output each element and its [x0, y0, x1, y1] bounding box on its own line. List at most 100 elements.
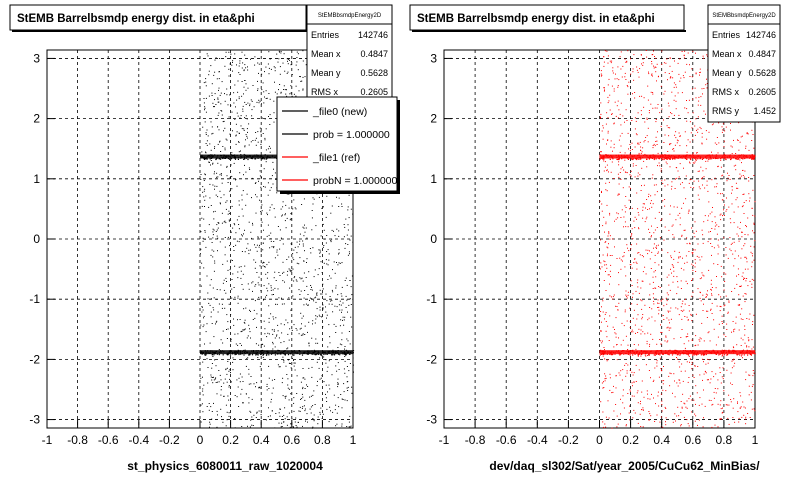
data-point [264, 118, 266, 120]
data-point [244, 349, 246, 351]
data-point [251, 177, 253, 179]
data-point [717, 426, 719, 428]
data-point [651, 63, 653, 65]
x-tick-label: -0.6 [98, 433, 119, 447]
data-point [339, 262, 341, 264]
data-point [248, 397, 250, 399]
data-point [638, 252, 640, 253]
data-point [606, 336, 608, 338]
data-point [352, 352, 354, 354]
data-point [668, 311, 669, 313]
data-point [208, 403, 210, 404]
data-point [332, 311, 334, 313]
data-point [266, 354, 268, 356]
data-point [277, 330, 279, 332]
data-point [246, 358, 248, 360]
data-point [208, 95, 210, 97]
data-point [707, 160, 709, 162]
data-point [681, 51, 683, 52]
data-point [299, 353, 301, 355]
data-point [202, 411, 204, 413]
data-point [348, 426, 350, 428]
data-point [706, 184, 708, 186]
data-point [220, 389, 222, 391]
data-point [205, 195, 207, 197]
data-point [657, 395, 659, 397]
data-point [272, 289, 274, 291]
data-point [698, 339, 700, 341]
data-point [238, 204, 240, 206]
data-point [606, 267, 608, 269]
data-point [681, 407, 683, 409]
data-point [702, 234, 704, 236]
data-point [686, 158, 688, 160]
data-point [604, 161, 606, 163]
data-point [287, 354, 290, 356]
data-point [601, 342, 603, 344]
data-point [656, 343, 658, 345]
data-point [679, 80, 681, 82]
data-point [620, 413, 621, 415]
data-point [341, 295, 343, 297]
data-point [691, 68, 693, 70]
data-point [680, 337, 682, 338]
data-point [202, 376, 203, 378]
data-point [629, 419, 630, 421]
data-point [660, 219, 662, 221]
data-point [641, 114, 642, 116]
data-point [649, 419, 650, 421]
data-point [666, 317, 668, 319]
data-point [319, 289, 321, 291]
data-point [706, 296, 707, 298]
data-point [231, 152, 233, 154]
data-point [706, 83, 708, 84]
data-point [642, 62, 644, 64]
data-point [741, 308, 743, 310]
data-point [202, 237, 204, 239]
data-point [289, 328, 291, 330]
data-point [617, 173, 619, 175]
data-point [657, 302, 658, 304]
axes: -1 -0.8 -0.6 -0.4 -0.2 0 0.2 0.4 0.6 0.8 1-3-2-101… [426, 51, 760, 473]
data-point [330, 410, 331, 412]
data-point [209, 161, 210, 163]
data-point [238, 65, 240, 67]
data-point [270, 187, 272, 189]
data-point [275, 413, 277, 414]
data-point [319, 315, 321, 317]
data-point [609, 235, 611, 237]
data-point [666, 125, 668, 127]
data-point [272, 343, 274, 345]
data-point [715, 186, 717, 188]
data-point [628, 81, 630, 83]
data-point [626, 60, 628, 62]
data-point [302, 76, 304, 78]
data-point [748, 177, 750, 178]
data-point [677, 261, 679, 263]
data-point [686, 419, 688, 421]
data-point [217, 414, 218, 416]
data-point [244, 80, 246, 81]
data-point [294, 362, 296, 364]
data-point [228, 219, 230, 221]
data-point [245, 204, 247, 206]
data-point [642, 58, 644, 60]
data-point [600, 75, 602, 77]
data-point [312, 418, 314, 419]
axes: -1 -0.8 -0.6 -0.4 -0.2 0 0.2 0.4 0.6 0.8 1-3-2-101… [29, 51, 356, 473]
data-point [269, 124, 271, 125]
data-point [663, 93, 665, 95]
data-point [739, 177, 741, 179]
data-point [247, 357, 249, 359]
data-point [747, 354, 749, 356]
data-point [238, 200, 240, 202]
data-point [343, 353, 346, 355]
data-point [201, 306, 203, 308]
data-point [702, 170, 704, 172]
data-point [212, 184, 214, 186]
data-point [615, 317, 617, 319]
data-point [731, 203, 733, 205]
data-point [336, 423, 338, 425]
data-point [637, 172, 639, 174]
y-tick-label: -3 [29, 413, 40, 427]
